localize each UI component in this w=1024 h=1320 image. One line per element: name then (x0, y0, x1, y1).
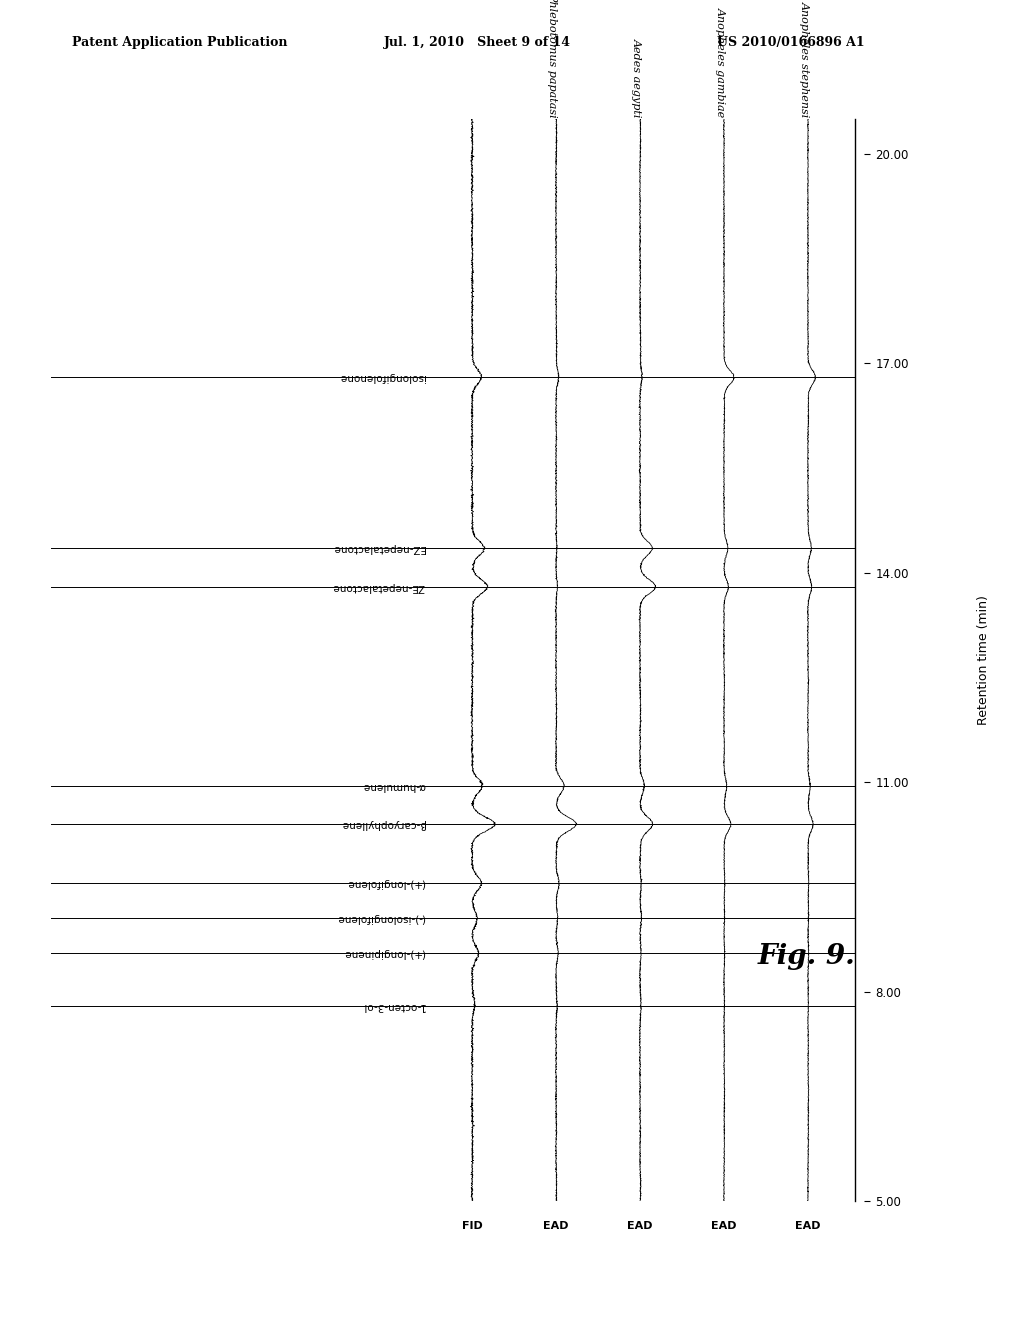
Text: Phlebotomus papatasi: Phlebotomus papatasi (548, 0, 558, 117)
Text: 1-octen-3-ol: 1-octen-3-ol (361, 1001, 425, 1011)
Text: ZE-nepetalactone: ZE-nepetalactone (333, 582, 425, 591)
Text: Jul. 1, 2010   Sheet 9 of 14: Jul. 1, 2010 Sheet 9 of 14 (384, 36, 571, 49)
Text: Patent Application Publication: Patent Application Publication (72, 36, 287, 49)
Text: EAD: EAD (628, 1221, 652, 1232)
Text: (+)-longipinene: (+)-longipinene (343, 948, 425, 958)
Text: β-caryophyllene: β-caryophyllene (341, 820, 425, 829)
Text: US 2010/0166896 A1: US 2010/0166896 A1 (717, 36, 864, 49)
Text: EAD: EAD (712, 1221, 736, 1232)
Text: isolongifolenone: isolongifolenone (339, 372, 425, 383)
Text: Anopheles gambiae: Anopheles gambiae (716, 7, 726, 117)
Text: Retention time (min): Retention time (min) (977, 595, 989, 725)
Text: Anopheles stephensi: Anopheles stephensi (800, 1, 810, 117)
Text: FID: FID (462, 1221, 482, 1232)
Text: (-)-isolongifolene: (-)-isolongifolene (337, 913, 425, 924)
Text: α-humulene: α-humulene (361, 780, 425, 791)
Text: EAD: EAD (544, 1221, 568, 1232)
Text: (+)-longifolene: (+)-longifolene (346, 879, 425, 888)
Text: EZ-nepetalactone: EZ-nepetalactone (333, 544, 425, 553)
Text: Aedes aegypti: Aedes aegypti (632, 38, 642, 117)
Text: EAD: EAD (796, 1221, 820, 1232)
Text: Fig. 9.: Fig. 9. (758, 942, 855, 970)
